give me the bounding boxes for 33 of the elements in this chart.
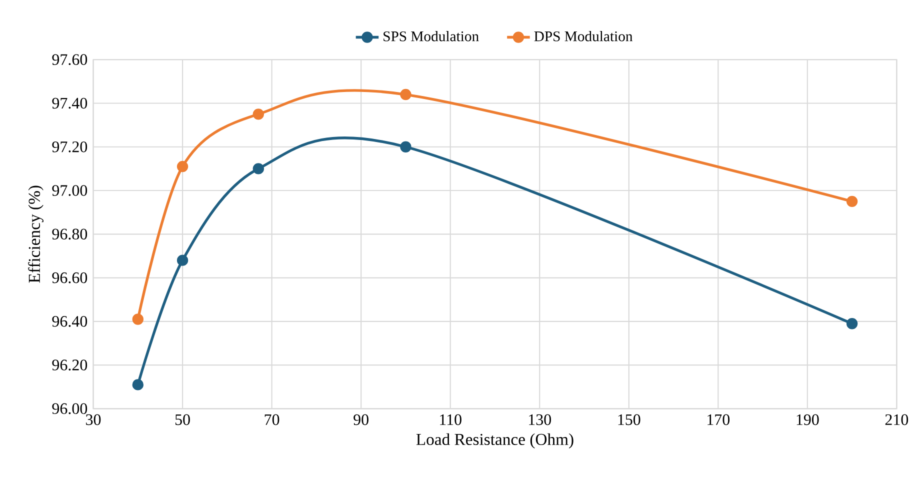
point (846, 318, 858, 330)
x-tick-label: 70 (264, 414, 280, 426)
y-tick-label: 97.60 (52, 54, 88, 66)
point (132, 314, 144, 326)
point (252, 163, 264, 174)
x-tick-label: 190 (796, 414, 819, 426)
x-tick-label: 150 (618, 414, 640, 426)
x-tick-label: 130 (529, 414, 551, 426)
y-tick-label: 96.40 (52, 316, 88, 328)
y-tick-label: 96.80 (52, 228, 88, 240)
y-tick-label: 96.20 (52, 360, 88, 371)
x-tick-label: 110 (440, 414, 462, 426)
y-tick-label: 97.20 (52, 142, 88, 153)
legend-label: SPS Modulation (384, 31, 479, 42)
point (252, 108, 264, 120)
legend-label: DPS Modulation (534, 31, 633, 42)
y-tick-label: 96.00 (52, 403, 88, 414)
y-tick-label: 97.00 (52, 185, 88, 196)
x-tick-label: 170 (708, 414, 730, 426)
x-tick-label: 50 (175, 414, 190, 426)
point (400, 141, 412, 153)
x-tick-label: 210 (885, 414, 908, 426)
point (132, 379, 144, 390)
y-tick-label: 97.40 (52, 98, 88, 109)
x-tick-label: 30 (86, 414, 101, 426)
y-tick-label: 96.60 (52, 272, 88, 284)
x-tick-label: 90 (354, 414, 368, 426)
point (176, 254, 188, 266)
x-axis-title: Load Resistance (Ohm) (416, 434, 574, 449)
y-axis-title: Efficiency (%) (28, 186, 44, 283)
point (400, 89, 412, 100)
point (176, 161, 188, 172)
point (846, 196, 858, 208)
